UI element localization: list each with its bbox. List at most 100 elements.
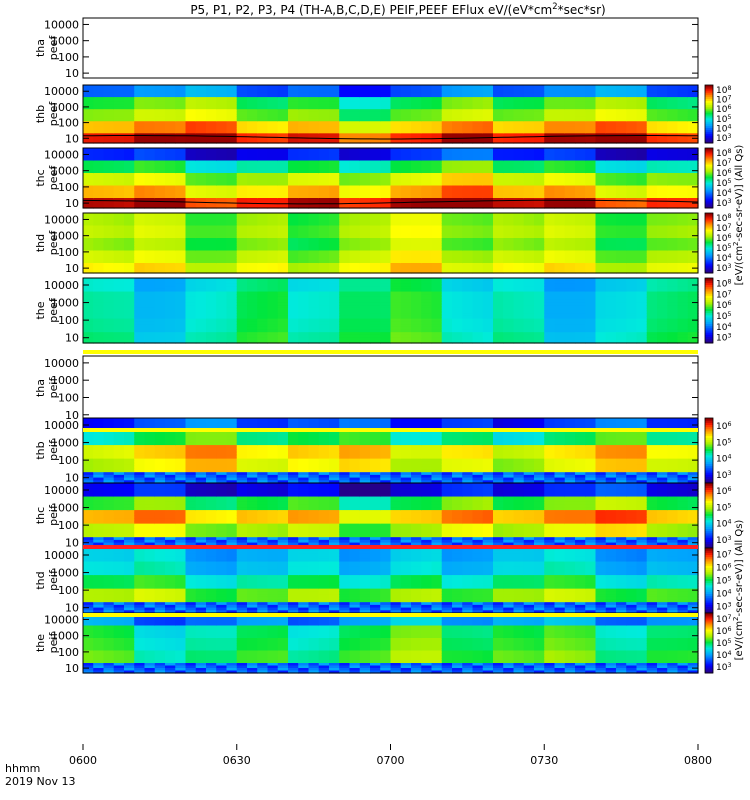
chart-title: P5, P1, P2, P3, P4 (TH-A,B,C,D,E) PEIF,P… xyxy=(190,1,605,17)
panel-label-product: peif xyxy=(47,377,60,399)
colorbar-tick-label: 103 xyxy=(716,601,731,613)
y-tick-label: 10000 xyxy=(44,613,79,626)
colorbar-tick-label: 107 xyxy=(716,94,731,106)
colorbar-tick-label: 108 xyxy=(716,213,731,225)
panel-label-probe: thb xyxy=(34,441,47,459)
y-tick-label: 100 xyxy=(58,51,79,64)
panel-frame xyxy=(82,17,699,79)
panel-label-probe: thb xyxy=(34,105,47,123)
panel-label-probe: thc xyxy=(34,169,47,186)
colorbar-tick-label: 107 xyxy=(716,549,731,561)
colorbar-tick-label: 105 xyxy=(716,243,731,255)
y-tick-label: 10000 xyxy=(44,18,79,31)
y-tick-label: 1000 xyxy=(51,230,79,243)
colorbar-tick-label: 103 xyxy=(716,534,731,546)
colorbar-tick-label: 106 xyxy=(716,300,731,312)
colorbar-tick-label: 104 xyxy=(716,123,731,135)
panel-tha-peef: 10 100 1000 10000 tha peef xyxy=(34,17,699,80)
y-tick-label: 10 xyxy=(65,262,79,275)
colorbar-tick-label: 105 xyxy=(716,113,731,125)
y-tick-label: 10 xyxy=(65,472,79,485)
y-tick-label: 10000 xyxy=(44,85,79,98)
colorbar-tick-label: 105 xyxy=(716,502,731,514)
panel-thc-peif: 10 100 1000 10000 thc peif 103 104 105 106 xyxy=(34,482,731,550)
panel-label-probe: thc xyxy=(34,507,47,524)
colorbar-tick-label: 107 xyxy=(716,223,731,235)
colorbar-tick-label: 103 xyxy=(716,662,731,674)
y-tick-label: 1000 xyxy=(51,297,79,310)
y-tick-label: 100 xyxy=(58,584,79,597)
colorbar-tick-label: 105 xyxy=(716,310,731,322)
colorbar: 103 104 105 106 xyxy=(704,482,731,549)
panel-frame xyxy=(82,277,699,344)
separator-band xyxy=(83,428,698,432)
separator-band xyxy=(83,613,698,617)
panel-label-probe: thd xyxy=(34,234,47,252)
colorbar-tick-label: 104 xyxy=(716,188,731,200)
colorbar: 103 104 105 106 xyxy=(704,417,731,484)
colorbar-tick-label: 105 xyxy=(716,437,731,449)
y-tick-label: 10000 xyxy=(44,484,79,497)
y-tick-label: 100 xyxy=(58,181,79,194)
colorbar-tick-label: 106 xyxy=(716,104,731,116)
colorbar-tick-label: 107 xyxy=(716,289,731,301)
x-tick-label: 0700 xyxy=(377,754,405,767)
y-tick-label: 100 xyxy=(58,391,79,404)
colorbar-tick-label: 103 xyxy=(716,332,731,344)
colorbar-tick-label: 108 xyxy=(716,148,731,160)
y-tick-label: 10000 xyxy=(44,419,79,432)
x-axis-label: hhmm xyxy=(5,762,40,775)
colorbar-tick-label: 104 xyxy=(716,650,731,662)
y-tick-label: 100 xyxy=(58,519,79,532)
x-tick-label: 0600 xyxy=(69,754,97,767)
x-tick-label: 0730 xyxy=(530,754,558,767)
colorbar-tick-label: 106 xyxy=(716,421,731,433)
panel-label-product: peef xyxy=(47,230,60,256)
colorbar-tick-label: 107 xyxy=(716,614,731,626)
panel-thb-peif: 10 100 1000 10000 thb peif 103 104 105 106 xyxy=(34,417,731,485)
colorbar-tick-label: 103 xyxy=(716,263,731,275)
y-tick-label: 10 xyxy=(65,67,79,80)
colorbar-tick-label: 106 xyxy=(716,562,731,574)
y-tick-label: 1000 xyxy=(51,35,79,48)
panel-label-product: peif xyxy=(47,504,60,526)
y-tick-label: 10000 xyxy=(44,213,79,226)
colorbar-tick-label: 107 xyxy=(716,158,731,170)
colorbar-tick-label: 103 xyxy=(716,133,731,145)
panel-label-product: peef xyxy=(47,101,60,127)
scpot-line xyxy=(83,135,699,140)
colorbar-tick-label: 105 xyxy=(716,575,731,587)
panel-label-product: peif xyxy=(47,632,60,654)
y-tick-label: 10000 xyxy=(44,357,79,370)
colorbar-tick-label: 106 xyxy=(716,486,731,498)
panel-frame xyxy=(82,355,699,421)
panel-label-probe: tha xyxy=(34,379,47,397)
x-tick-label: 0630 xyxy=(223,754,251,767)
colorbar-tick-label: 105 xyxy=(716,638,731,650)
colorbar-tick-label: 104 xyxy=(716,588,731,600)
panel-tha-peif: 10 100 1000 10000 tha peif xyxy=(34,355,699,422)
y-tick-label: 100 xyxy=(58,117,79,130)
x-axis: 0600 0630 0700 0730 0800 xyxy=(69,744,712,767)
y-tick-label: 100 xyxy=(58,646,79,659)
y-tick-label: 10000 xyxy=(44,148,79,161)
panel-label-product: peif xyxy=(47,569,60,591)
y-tick-label: 10 xyxy=(65,602,79,615)
x-tick-label: 0800 xyxy=(684,754,712,767)
y-tick-label: 10 xyxy=(65,537,79,550)
date-label: 2019 Nov 13 xyxy=(5,775,75,788)
colorbar-tick-label: 104 xyxy=(716,321,731,333)
panel-label-product: peef xyxy=(47,165,60,191)
panel-label-product: peif xyxy=(47,439,60,461)
colorbar-tick-label: 106 xyxy=(716,233,731,245)
separator-band xyxy=(83,350,698,354)
